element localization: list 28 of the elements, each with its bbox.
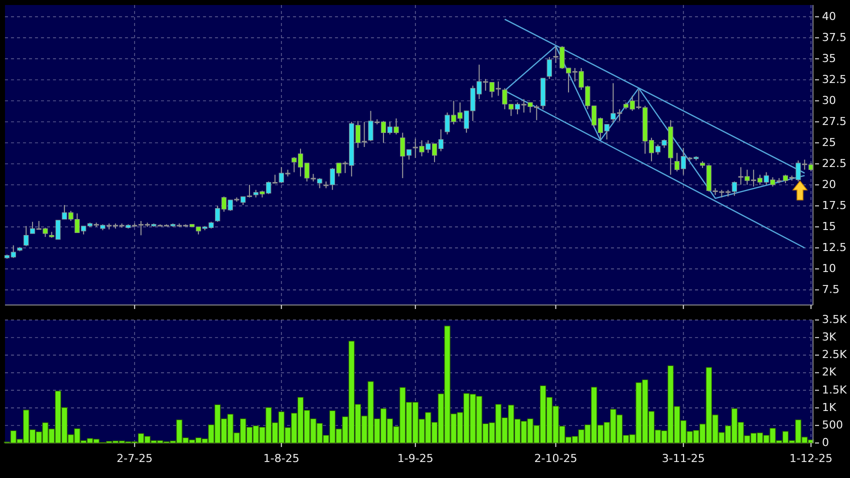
- y-tick-label: 27.5: [822, 114, 846, 128]
- y-tick-label: 2.5K: [822, 348, 848, 362]
- y-tick-label: 25: [822, 136, 836, 149]
- y-tick-label: 17.5: [822, 198, 846, 212]
- y-tick-label: 22.5: [822, 156, 846, 170]
- y-tick-label: 32.5: [822, 72, 846, 86]
- y-tick-label: 12.5: [822, 240, 846, 254]
- x-tick-label: 1-8-25: [263, 452, 300, 465]
- x-tick-label: 1-9-25: [397, 452, 434, 465]
- x-tick-label: 2-10-25: [534, 452, 578, 465]
- y-tick-label: 1K: [822, 400, 837, 414]
- y-tick-label: 10: [822, 262, 836, 275]
- y-tick-label: 500: [822, 418, 843, 432]
- y-tick-label: 1.5K: [822, 383, 848, 396]
- x-tick-label: 3-11-25: [662, 452, 705, 465]
- y-tick-label: 15: [822, 220, 836, 233]
- y-tick-label: 3.5K: [822, 313, 848, 326]
- y-tick-label: 37.5: [822, 30, 846, 44]
- y-tick-label: 3K: [822, 330, 837, 344]
- y-tick-label: 35: [822, 52, 836, 65]
- y-tick-label: 0: [822, 436, 829, 450]
- y-tick-label: 40: [822, 10, 836, 23]
- y-tick-label: 2K: [822, 366, 837, 379]
- y-tick-label: 30: [822, 94, 836, 107]
- y-tick-label: 7.5: [822, 282, 840, 296]
- x-tick-label: 1-12-25: [790, 452, 832, 465]
- y-tick-label: 20: [822, 178, 836, 191]
- x-tick-label: 2-7-25: [116, 452, 153, 465]
